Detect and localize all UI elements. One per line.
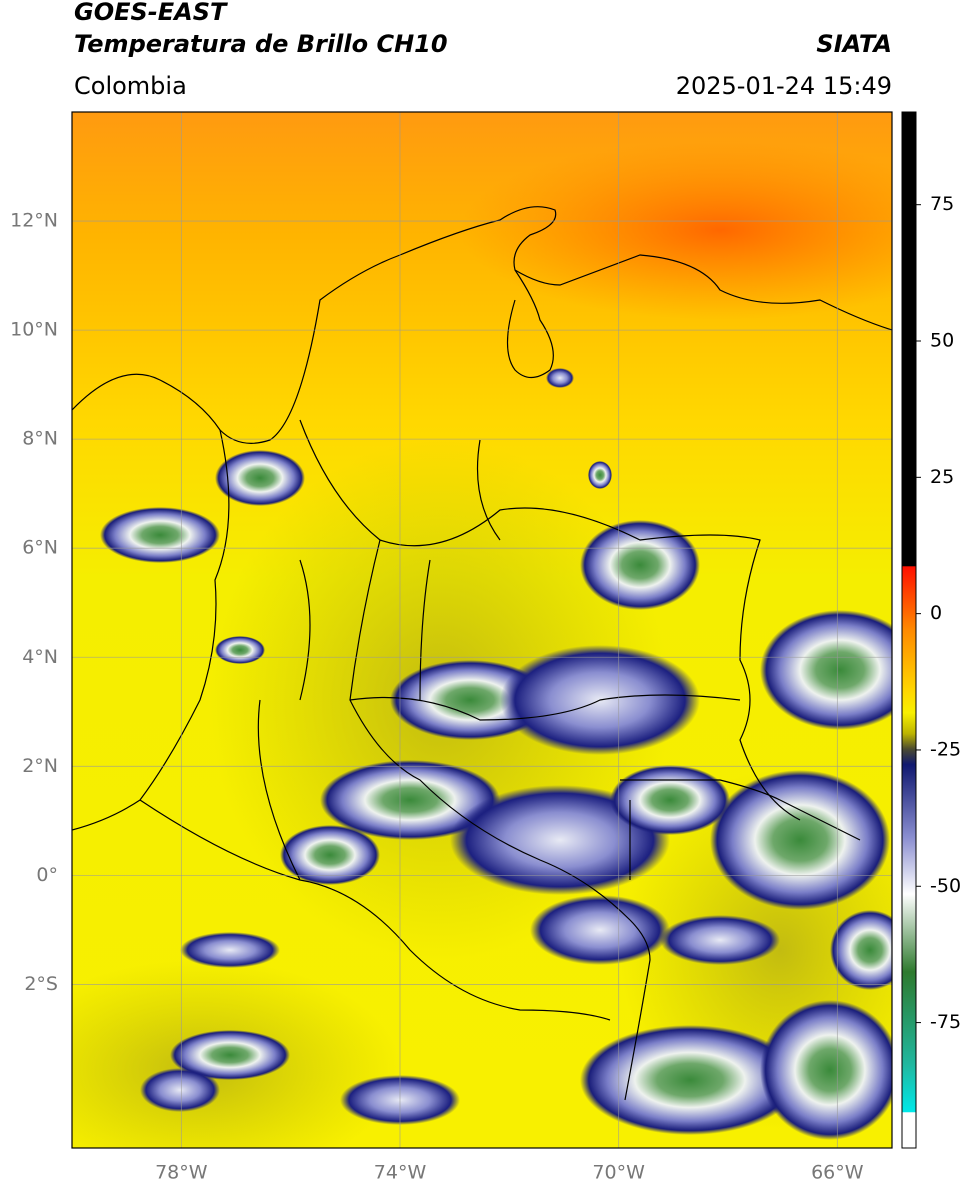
region: Colombia (74, 72, 187, 100)
map (72, 112, 892, 1148)
lat-tick-label: 8°N (22, 428, 58, 450)
lat-tick-label: 2°S (24, 973, 58, 995)
lat-tick-label: 2°N (22, 755, 58, 777)
title: GOES-EAST (74, 0, 228, 26)
lat-tick-label: 4°N (22, 646, 58, 668)
colorbar-tick-label: 0 (930, 602, 942, 624)
colorbar-tick-label: -75 (930, 1011, 961, 1033)
borders (72, 206, 892, 1101)
agency: SIATA (816, 30, 892, 58)
subtitle: Temperatura de Brillo CH10 (74, 30, 448, 58)
cloud-tops (100, 368, 892, 1140)
lon-tick-label: 78°W (155, 1162, 208, 1184)
map-frame (71, 111, 893, 1149)
colorbar (901, 111, 917, 1149)
colorbar-tick-label: 50 (930, 330, 954, 352)
lon-tick-label: 74°W (374, 1162, 427, 1184)
ticks: 12°N 10°N 8°N 6°N 4°N 2°N 0° 2°S 78°W 74°W 70°W 66°… (10, 193, 961, 1183)
lat-tick-label: 10°N (10, 319, 58, 341)
lat-tick-label: 0° (36, 864, 58, 886)
graticule (72, 112, 892, 1148)
lon-tick-label: 66°W (811, 1162, 864, 1184)
colorbar-tick-label: 75 (930, 193, 954, 215)
colorbar-tick-label: -25 (930, 738, 961, 760)
lon-tick-label: 70°W (592, 1162, 645, 1184)
colorbar-tick-label: -50 (930, 875, 961, 897)
colorbar-tick-label: 25 (930, 466, 954, 488)
datetime: 2025-01-24 15:49 (676, 72, 892, 100)
lat-tick-label: 12°N (10, 210, 58, 232)
lat-tick-label: 6°N (22, 537, 58, 559)
